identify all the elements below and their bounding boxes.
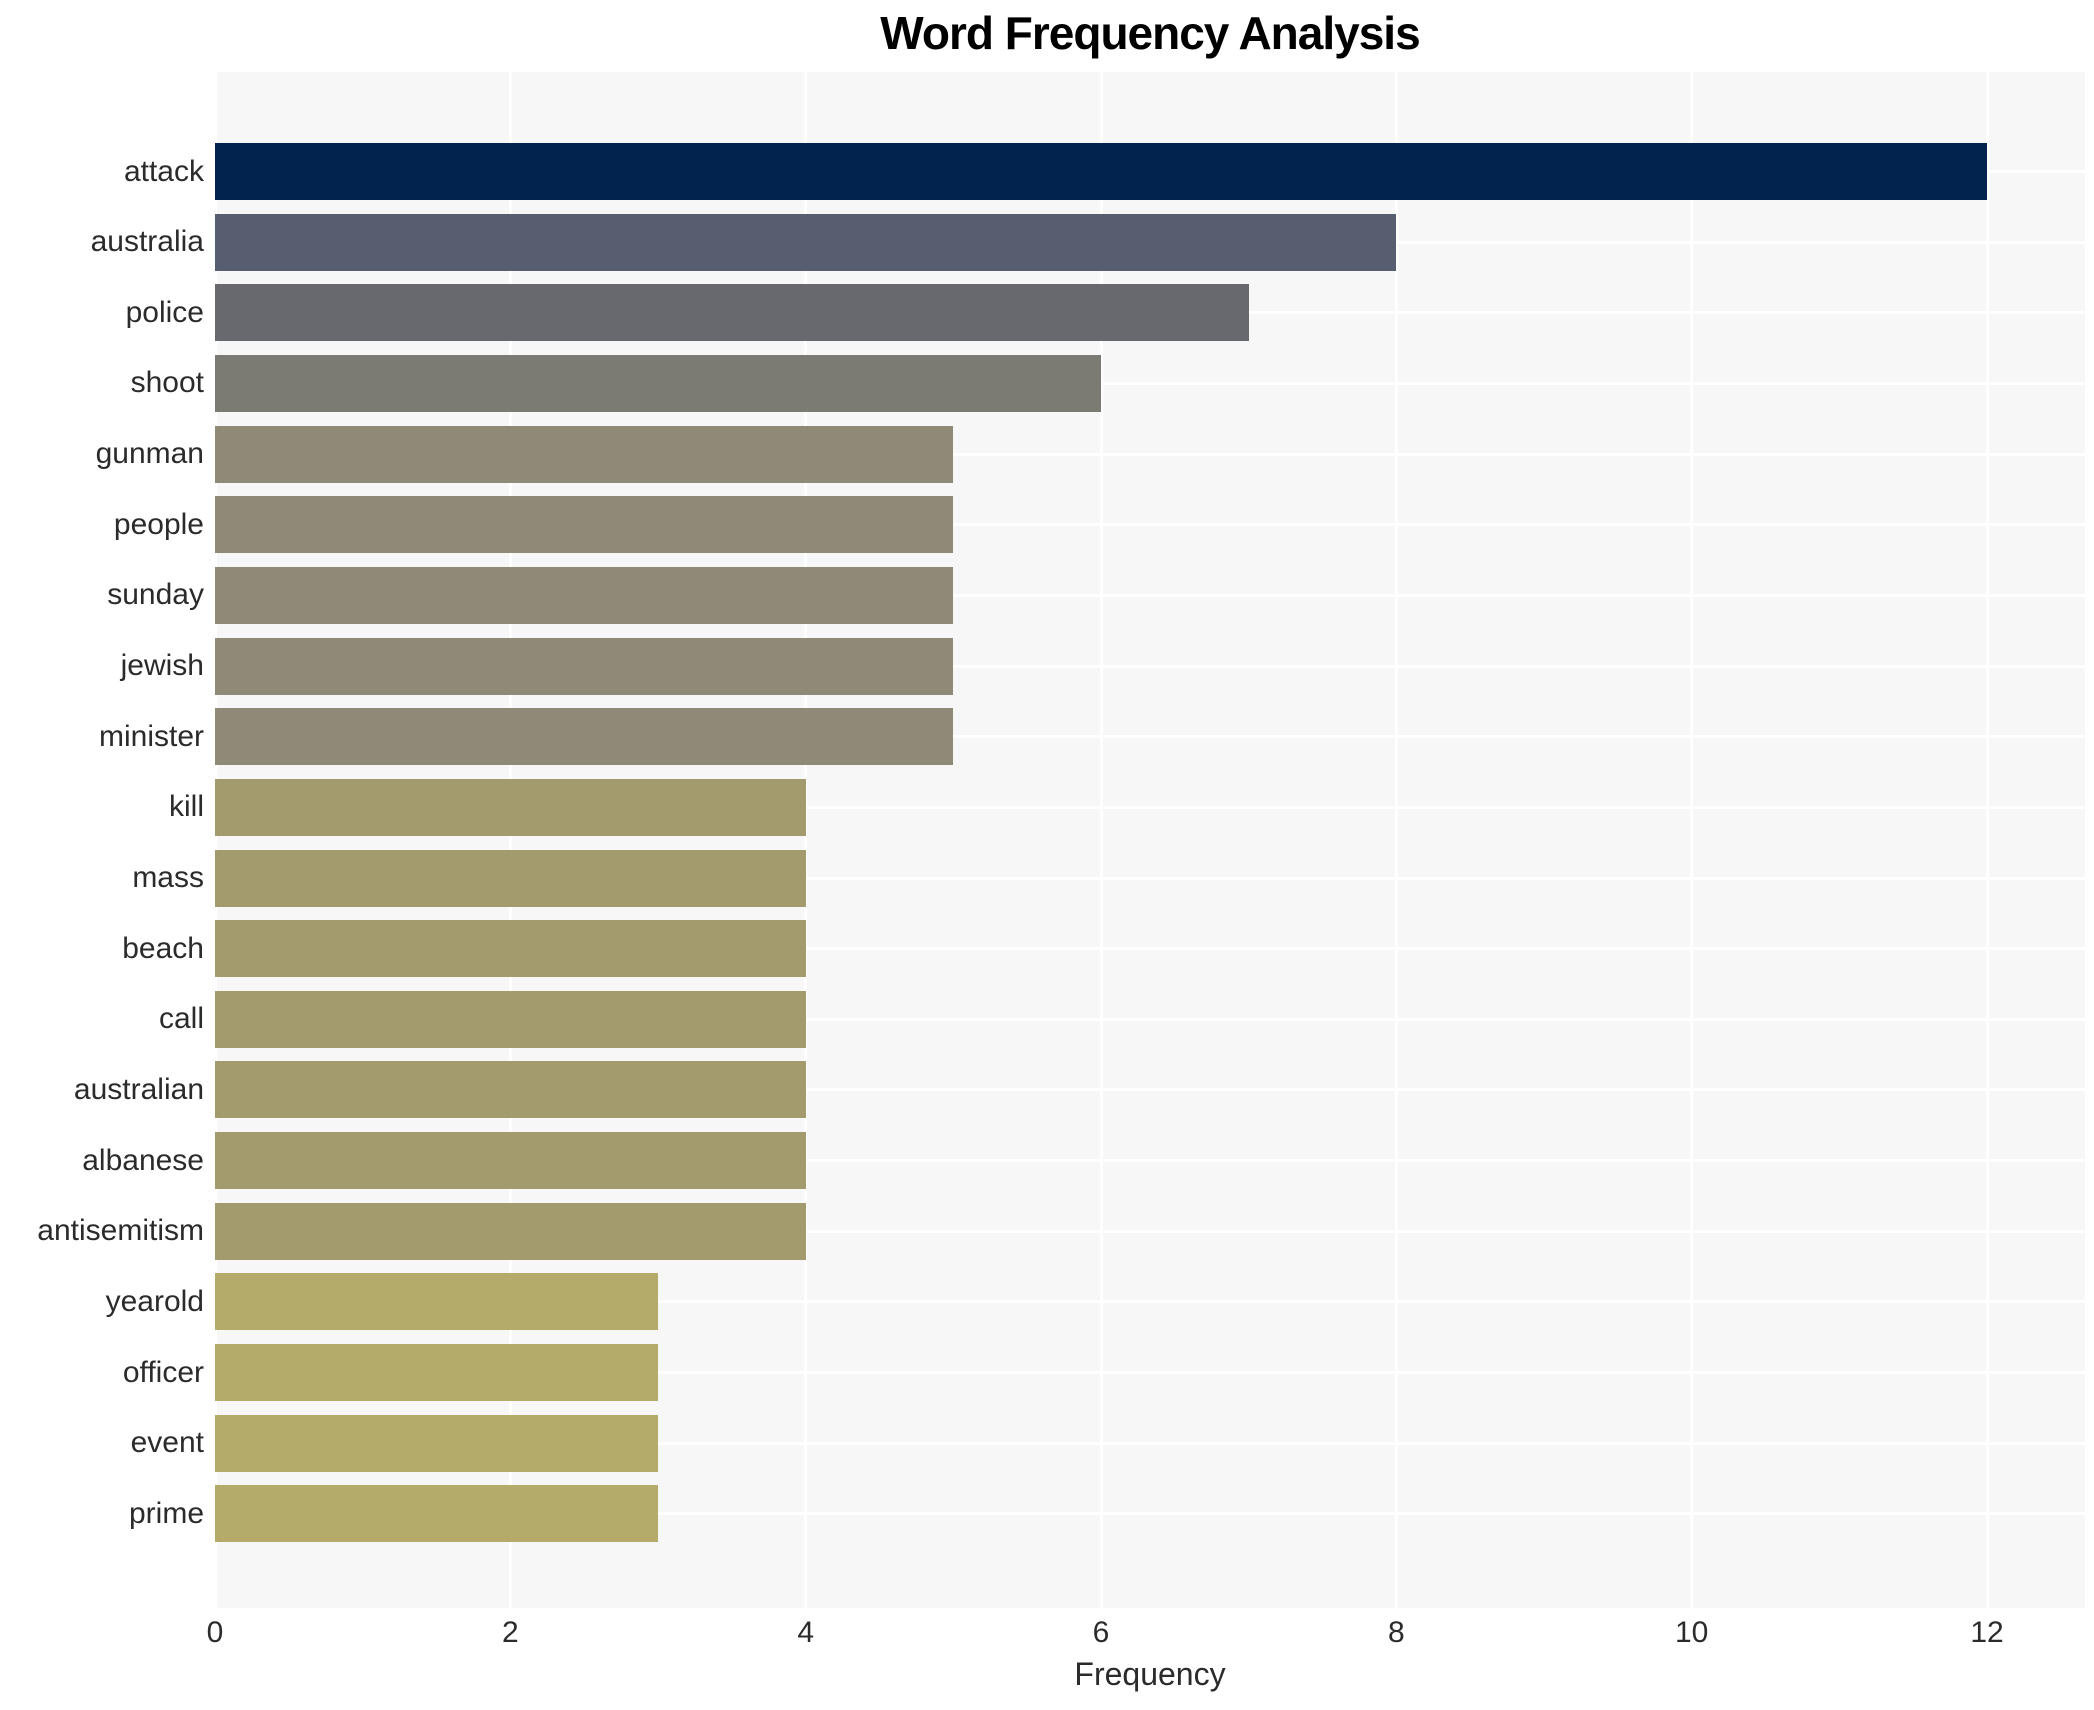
gridline-h-kill xyxy=(215,805,2085,809)
bar-mass xyxy=(215,849,806,907)
y-label-yearold: yearold xyxy=(105,1284,204,1318)
y-label-jewish: jewish xyxy=(120,649,204,683)
bar-police xyxy=(215,284,1249,342)
gridline-h-call xyxy=(215,1017,2085,1021)
y-label-attack: attack xyxy=(123,154,204,188)
gridline-v-12 xyxy=(1985,72,1989,1608)
x-tick-8: 8 xyxy=(1388,1616,1405,1649)
y-label-antisemitism: antisemitism xyxy=(37,1214,204,1248)
gridline-h-sunday xyxy=(215,593,2085,597)
x-tick-4: 4 xyxy=(797,1616,815,1649)
bar-minister xyxy=(215,708,954,766)
y-label-minister: minister xyxy=(98,719,204,753)
x-tick-12: 12 xyxy=(1970,1616,2004,1649)
x-tick-6: 6 xyxy=(1092,1616,1110,1649)
bar-event xyxy=(215,1414,658,1472)
bar-people xyxy=(215,496,954,554)
bar-prime xyxy=(215,1485,658,1543)
y-label-people: people xyxy=(113,507,204,541)
y-label-beach: beach xyxy=(122,931,204,965)
x-tick-0: 0 xyxy=(206,1616,224,1649)
x-axis-label: Frequency xyxy=(1074,1656,1226,1692)
y-label-officer: officer xyxy=(122,1355,204,1389)
y-label-call: call xyxy=(158,1002,204,1036)
y-label-australia: australia xyxy=(90,225,204,259)
gridline-h-beach xyxy=(215,947,2085,951)
gridline-v-2 xyxy=(508,72,512,1608)
y-label-shoot: shoot xyxy=(130,366,204,400)
y-label-police: police xyxy=(125,295,204,329)
gridline-h-minister xyxy=(215,735,2085,739)
bar-australia xyxy=(215,213,1397,271)
gridline-v-6 xyxy=(1099,72,1103,1608)
gridline-h-yearold xyxy=(215,1300,2085,1304)
bar-attack xyxy=(215,143,1988,200)
x-tick-2: 2 xyxy=(501,1616,519,1649)
bar-antisemitism xyxy=(215,1202,806,1260)
gridline-h-officer xyxy=(215,1371,2085,1375)
bar-kill xyxy=(215,778,806,836)
y-label-australian: australian xyxy=(73,1072,204,1106)
chart-title: Word Frequency Analysis xyxy=(880,7,1420,59)
bar-yearold xyxy=(215,1273,658,1331)
bar-gunman xyxy=(215,425,954,483)
gridline-h-mass xyxy=(215,876,2085,880)
gridline-h-people xyxy=(215,523,2085,527)
bar-call xyxy=(215,990,806,1048)
gridline-v-4 xyxy=(804,72,808,1608)
gridline-v-0 xyxy=(215,72,217,1608)
gridline-h-shoot xyxy=(215,381,2085,385)
plot-area xyxy=(215,72,2085,1608)
gridline-h-antisemitism xyxy=(215,1229,2085,1233)
y-label-gunman: gunman xyxy=(95,437,204,471)
gridline-h-gunman xyxy=(215,452,2085,456)
gridline-h-australian xyxy=(215,1088,2085,1092)
y-label-mass: mass xyxy=(132,861,204,894)
bar-jewish xyxy=(215,637,954,695)
bar-australian xyxy=(215,1061,806,1119)
gridline-v-8 xyxy=(1394,72,1398,1608)
y-label-albanese: albanese xyxy=(82,1143,204,1177)
gridline-h-jewish xyxy=(215,664,2085,668)
gridline-h-prime xyxy=(215,1512,2085,1516)
y-label-sunday: sunday xyxy=(107,578,204,612)
y-label-kill: kill xyxy=(169,790,204,824)
bar-albanese xyxy=(215,1132,806,1190)
gridline-h-albanese xyxy=(215,1159,2085,1163)
x-tick-10: 10 xyxy=(1675,1616,1709,1649)
gridline-h-event xyxy=(215,1441,2085,1445)
gridline-v-10 xyxy=(1690,72,1694,1608)
y-label-event: event xyxy=(130,1426,204,1460)
bar-officer xyxy=(215,1344,658,1402)
bar-shoot xyxy=(215,354,1102,412)
bar-sunday xyxy=(215,566,954,624)
bar-beach xyxy=(215,920,806,978)
y-label-prime: prime xyxy=(128,1496,204,1530)
